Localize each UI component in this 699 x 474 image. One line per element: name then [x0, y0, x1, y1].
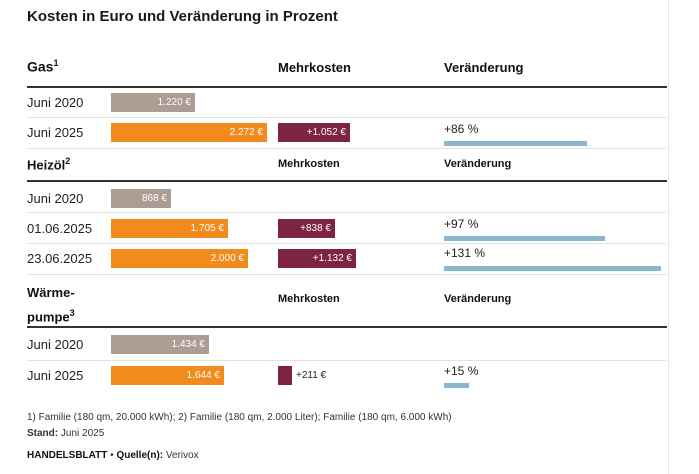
stand-line: Stand: Juni 2025	[27, 428, 104, 439]
row-divider	[27, 212, 667, 213]
stand-value: Juni 2025	[60, 428, 105, 439]
section-divider	[27, 180, 667, 182]
column-header-veraenderung: Veränderung	[444, 60, 524, 75]
column-header-mehrkosten: Mehrkosten	[278, 60, 351, 75]
section-name-heizoel: Heizöl	[27, 157, 66, 173]
change-bar-heizoel-0106	[444, 236, 605, 241]
bar-heizoel-0106: 1.705 €	[111, 219, 228, 238]
right-divider	[668, 0, 669, 474]
column-header-mehrkosten: Mehrkosten	[278, 293, 340, 305]
change-label-heizoel-0106: +97 %	[444, 217, 479, 231]
extra-bar-heizoel-0106: +838 €	[278, 219, 335, 238]
change-bar-waermepumpe	[444, 383, 469, 388]
row-label: Juni 2020	[27, 337, 84, 352]
source-brand: HANDELSBLATT	[27, 450, 108, 461]
column-header-mehrkosten: Mehrkosten	[278, 158, 340, 170]
change-label-gas: +86 %	[444, 122, 479, 136]
bar-heizoel-2020: 868 €	[111, 189, 171, 208]
section-divider	[27, 86, 667, 88]
footnote: 1) Familie (180 qm, 20.000 kWh); 2) Fami…	[27, 412, 452, 423]
source-line: HANDELSBLATT • Quelle(n): Verivox	[27, 450, 199, 461]
section-divider	[27, 326, 667, 328]
bar-gas-2025: 2.272 €	[111, 123, 267, 142]
section-title-gas: Gas1	[27, 58, 58, 75]
row-label: Juni 2020	[27, 95, 84, 110]
extra-label-waermepumpe: +211 €	[296, 370, 327, 381]
section-name-line2: pumpe	[27, 309, 70, 325]
row-label: 23.06.2025	[27, 251, 93, 266]
change-bar-heizoel-2306	[444, 266, 661, 271]
column-header-veraenderung: Veränderung	[444, 158, 512, 170]
row-divider	[27, 274, 667, 275]
change-label-heizoel-2306: +131 %	[444, 246, 486, 260]
row-divider	[27, 243, 667, 244]
bar-waermepumpe-2020: 1.434 €	[111, 335, 209, 354]
column-header-veraenderung: Veränderung	[444, 293, 512, 305]
section-name-gas: Gas	[27, 58, 54, 75]
row-label: Juni 2025	[27, 125, 84, 140]
row-divider	[27, 148, 667, 149]
change-bar-gas	[444, 141, 587, 146]
change-label-waermepumpe: +15 %	[444, 364, 479, 378]
row-label: Juni 2025	[27, 368, 84, 383]
chart-title: Kosten in Euro und Veränderung in Prozen…	[27, 8, 338, 25]
extra-bar-waermepumpe	[278, 366, 292, 385]
footnote-ref-heizoel: 2	[65, 156, 71, 166]
stand-label: Stand:	[27, 428, 59, 439]
extra-bar-gas: +1.052 €	[278, 123, 350, 142]
source-separator: •	[110, 450, 114, 461]
section-title-waermepumpe: Wärme-pumpe3	[27, 283, 75, 327]
section-name-line1: Wärme-	[27, 285, 75, 300]
source-label: Quelle(n):	[116, 450, 164, 461]
footnote-ref-waermepumpe: 3	[69, 308, 75, 318]
row-divider	[27, 360, 667, 361]
row-label: Juni 2020	[27, 191, 84, 206]
bar-waermepumpe-2025: 1.644 €	[111, 366, 224, 385]
row-divider	[27, 117, 667, 118]
bar-gas-2020: 1.220 €	[111, 93, 195, 112]
bar-heizoel-2306: 2.000 €	[111, 249, 248, 268]
row-label: 01.06.2025	[27, 221, 93, 236]
section-title-heizoel: Heizöl2	[27, 156, 70, 172]
footnote-ref-gas: 1	[53, 58, 59, 68]
extra-bar-heizoel-2306: +1.132 €	[278, 249, 356, 268]
source-value: Verivox	[165, 450, 199, 461]
